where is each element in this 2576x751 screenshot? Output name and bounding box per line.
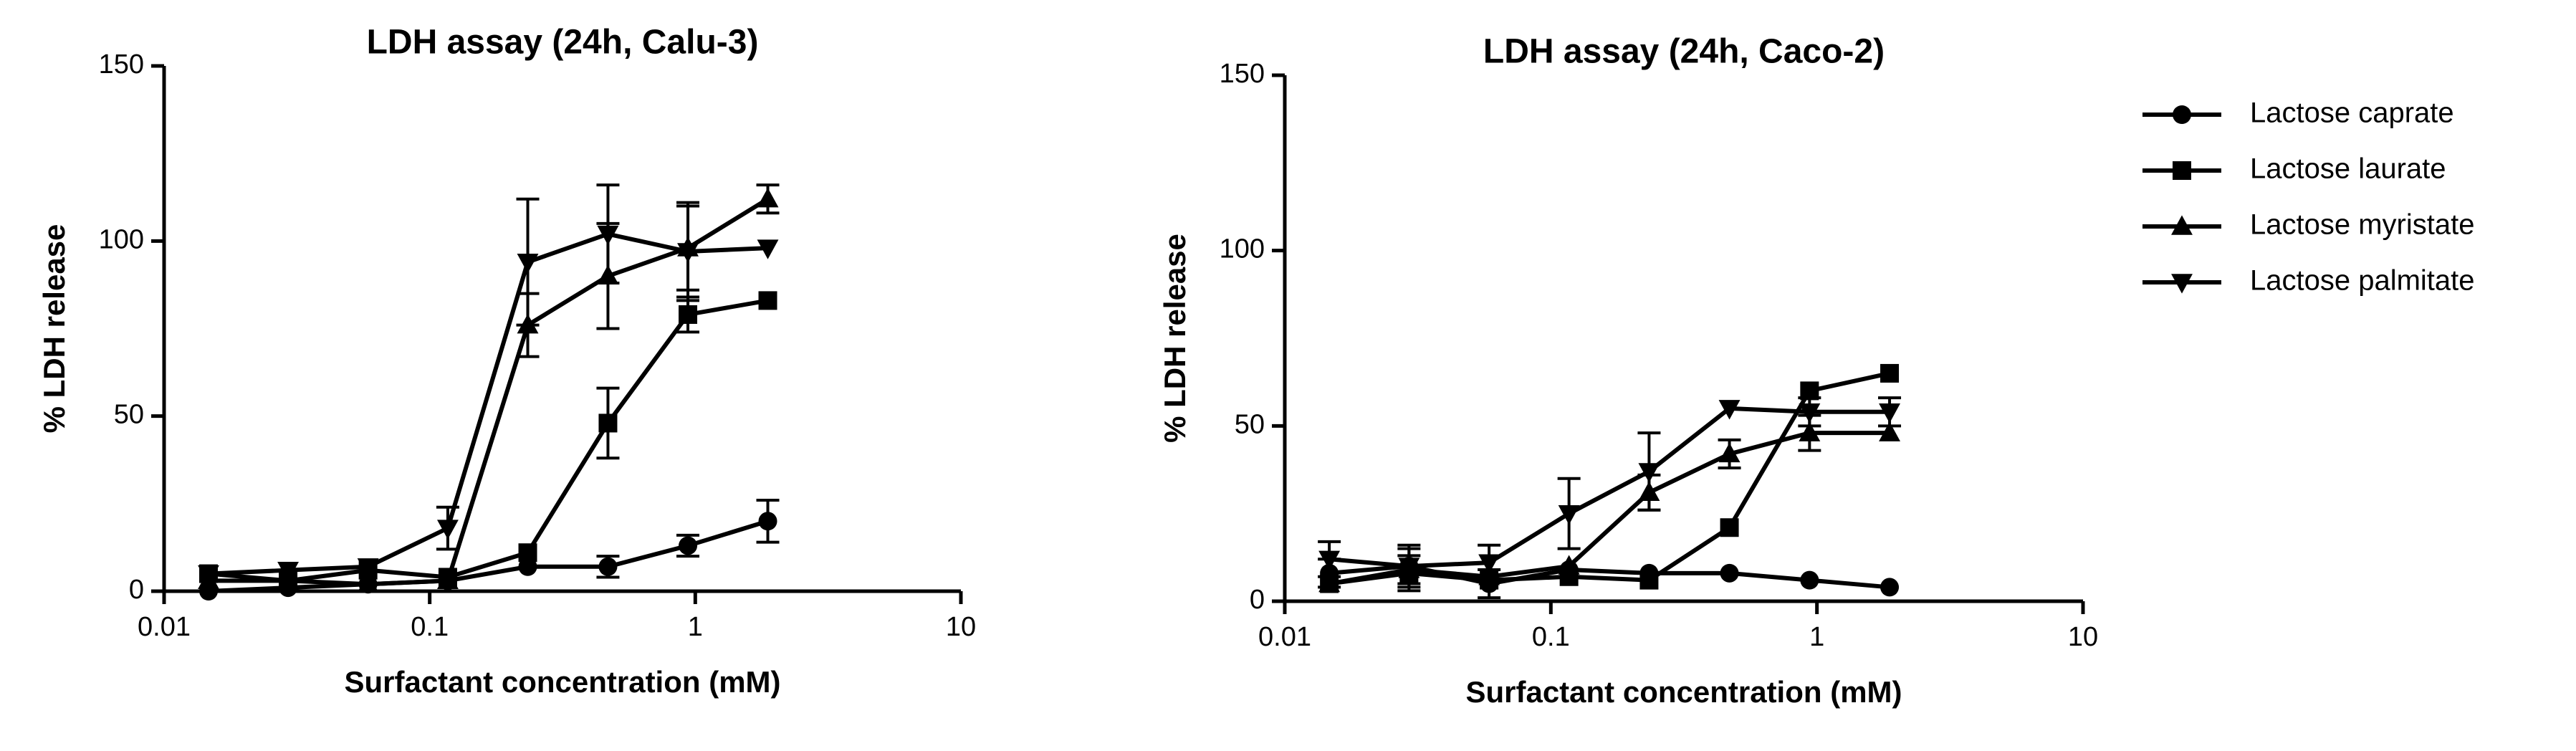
x-tick-label: 1 (688, 612, 703, 642)
series-line (208, 231, 768, 576)
marker (677, 243, 699, 263)
marker (518, 557, 537, 576)
y-tick-label: 50 (114, 400, 144, 430)
marker (1639, 570, 1659, 590)
legend-label: Lactose caprate (2250, 97, 2454, 129)
legend-marker (2171, 215, 2193, 235)
series-line (1328, 371, 1890, 586)
marker (1558, 504, 1580, 525)
marker (436, 569, 459, 590)
marker (1879, 421, 1900, 441)
marker (1879, 403, 1900, 424)
x-axis-label: Surfactant concentration (mM) (1465, 675, 1902, 709)
series-line (209, 197, 770, 587)
y-tick-label: 0 (129, 575, 144, 605)
legend-marker (2171, 274, 2193, 294)
legend-label: Lactose laurate (2250, 153, 2446, 185)
marker (757, 188, 779, 208)
x-tick-label: 10 (2068, 622, 2098, 652)
marker (357, 558, 379, 578)
marker (598, 413, 618, 433)
y-tick-label: 100 (1220, 234, 1265, 264)
legend-marker (2173, 105, 2191, 124)
x-axis-label: Surfactant concentration (mM) (344, 665, 780, 699)
marker (1799, 403, 1821, 424)
chart-title: LDH assay (24h, Caco-2) (1483, 33, 1885, 71)
marker (598, 557, 618, 576)
y-tick-label: 150 (99, 49, 144, 80)
marker (758, 512, 777, 531)
x-tick-label: 0.01 (138, 612, 191, 642)
y-tick-label: 100 (99, 224, 144, 254)
x-tick-label: 0.1 (1532, 622, 1570, 652)
marker (597, 225, 619, 246)
marker (517, 253, 539, 274)
marker (1718, 442, 1741, 463)
marker (1318, 550, 1341, 570)
series-line (208, 519, 769, 593)
y-tick-label: 50 (1235, 409, 1265, 439)
marker (1720, 563, 1739, 583)
x-tick-label: 0.1 (411, 612, 449, 642)
marker (1318, 572, 1341, 593)
marker (757, 239, 779, 259)
x-tick-label: 1 (1809, 622, 1824, 652)
legend-label: Lactose myristate (2250, 209, 2474, 241)
marker (1800, 570, 1819, 590)
x-tick-label: 10 (946, 612, 976, 642)
chart-title: LDH assay (24h, Calu-3) (367, 24, 759, 62)
marker (679, 536, 698, 555)
marker (1638, 463, 1660, 483)
marker (1880, 363, 1900, 383)
legend-label: Lactose palmitate (2250, 265, 2475, 297)
marker (1720, 518, 1739, 537)
marker (198, 565, 219, 585)
marker (1880, 578, 1900, 597)
marker (1718, 400, 1741, 420)
series-line (1328, 431, 1890, 586)
marker (758, 291, 777, 310)
marker (1478, 554, 1500, 574)
marker (357, 573, 379, 593)
x-tick-label: 0.01 (1258, 622, 1311, 652)
marker (518, 543, 537, 563)
marker (1558, 555, 1580, 575)
marker (436, 520, 459, 540)
y-axis-label: % LDH release (37, 224, 71, 434)
marker (1799, 421, 1821, 441)
y-tick-label: 150 (1220, 59, 1265, 89)
series-line (208, 298, 769, 583)
legend-marker (2173, 161, 2191, 180)
y-axis-label: % LDH release (1158, 234, 1192, 443)
marker (1398, 558, 1420, 578)
marker (679, 305, 698, 324)
y-tick-label: 0 (1250, 585, 1265, 615)
series-line (1328, 406, 1890, 569)
marker (277, 561, 300, 582)
